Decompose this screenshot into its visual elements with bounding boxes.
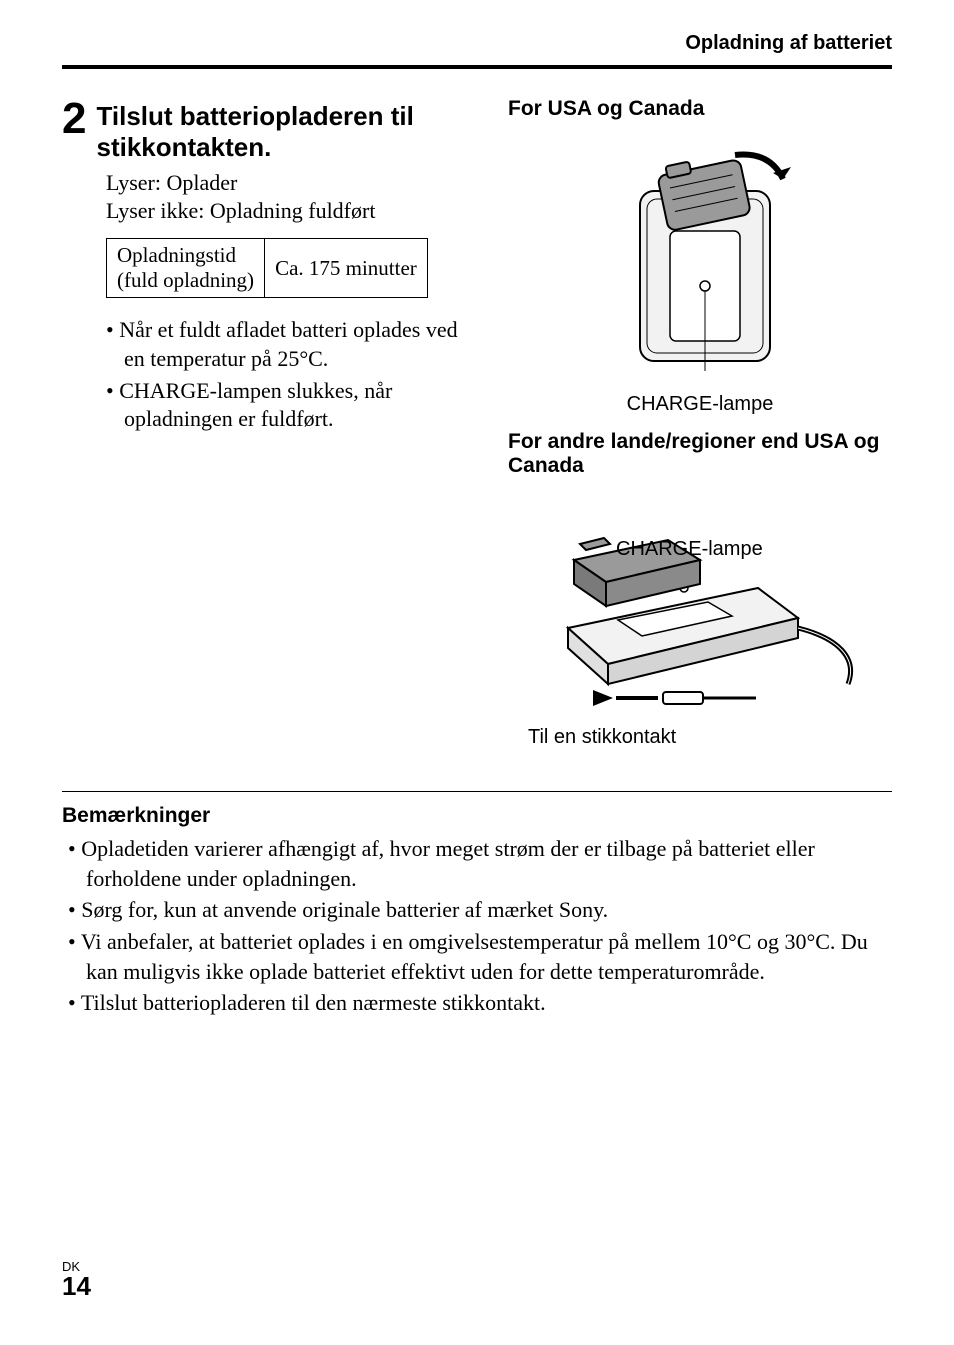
page-footer: DK 14: [62, 1260, 91, 1299]
charge-lamp-label-2: CHARGE-lampe: [616, 538, 763, 561]
list-item: Vi anbefaler, at batteriet oplades i en …: [62, 927, 892, 986]
table-row: Opladningstid (fuld opladning) Ca. 175 m…: [107, 239, 428, 298]
notes-rule: [62, 791, 892, 792]
charge-time-value-cell: Ca. 175 minutter: [265, 239, 428, 298]
step-line-2: Lyser ikke: Opladning fuldført: [106, 197, 478, 225]
two-column-layout: 2 Tilslut batteriopladeren til stikkonta…: [62, 97, 892, 763]
right-column: For USA og Canada: [508, 97, 892, 763]
step-bullet-list: Når et fuldt afladet batteri oplades ved…: [106, 316, 478, 433]
notes-list: Opladetiden varierer afhængigt af, hvor …: [62, 834, 892, 1018]
charge-time-table: Opladningstid (fuld opladning) Ca. 175 m…: [106, 238, 428, 298]
diagram-usa-canada: CHARGE-lampe: [508, 131, 892, 416]
footer-page-number: 14: [62, 1273, 91, 1299]
step-line-1: Lyser: Oplader: [106, 169, 478, 197]
charge-time-label-cell: Opladningstid (fuld opladning): [107, 239, 265, 298]
charger-diagram-2-icon: [508, 488, 868, 718]
region1-title: For USA og Canada: [508, 97, 892, 121]
charge-time-label-line1: Opladningstid: [117, 243, 236, 267]
step-number: 2: [62, 97, 86, 141]
list-item: Sørg for, kun at anvende originale batte…: [62, 895, 892, 925]
list-item: Tilslut batteriopladeren til den nærmest…: [62, 988, 892, 1018]
outlet-label: Til en stikkontakt: [508, 726, 676, 749]
notes-title: Bemærkninger: [62, 804, 892, 828]
list-item: CHARGE-lampen slukkes, når opladningen e…: [106, 377, 478, 433]
header-section-title: Opladning af batteriet: [62, 32, 892, 65]
charger-diagram-1-icon: [585, 131, 815, 391]
charge-lamp-label-1: CHARGE-lampe: [627, 393, 774, 416]
list-item: Opladetiden varierer afhængigt af, hvor …: [62, 834, 892, 893]
header-rule: [62, 65, 892, 69]
step-title: Tilslut batteriopladeren til stikkontakt…: [96, 97, 478, 163]
region2-title: For andre lande/regioner end USA og Cana…: [508, 430, 892, 478]
list-item: Når et fuldt afladet batteri oplades ved…: [106, 316, 478, 372]
diagram-other-regions: CHARGE-lampe Til en stikkontakt: [508, 488, 892, 749]
charge-time-label-line2: (fuld opladning): [117, 268, 254, 292]
left-column: 2 Tilslut batteriopladeren til stikkonta…: [62, 97, 478, 763]
step-row: 2 Tilslut batteriopladeren til stikkonta…: [62, 97, 478, 163]
